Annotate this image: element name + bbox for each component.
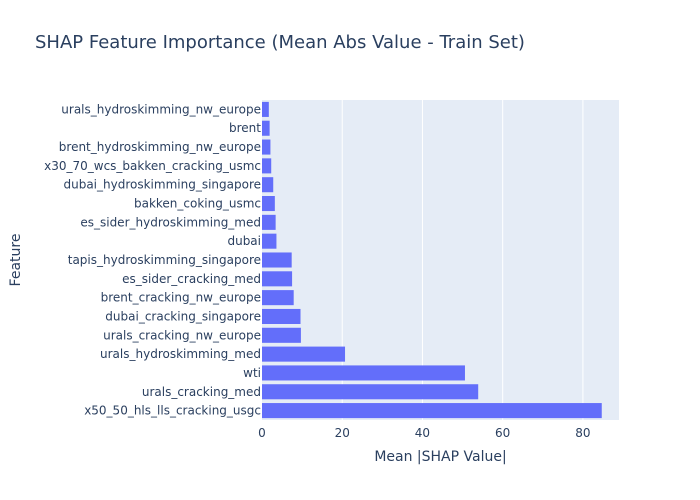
bar bbox=[262, 158, 272, 174]
x-tick-label: 40 bbox=[415, 426, 430, 440]
x-tick-label: 0 bbox=[258, 426, 266, 440]
x-tick-label: 20 bbox=[335, 426, 350, 440]
y-tick-label: wti bbox=[243, 366, 261, 380]
bar bbox=[262, 177, 274, 193]
y-tick-label: es_sider_cracking_med bbox=[122, 272, 261, 286]
x-tick-labels: 0 20 40 60 80 bbox=[258, 426, 590, 440]
y-tick-label: brent bbox=[229, 121, 261, 135]
bar bbox=[262, 139, 271, 155]
y-tick-label: brent_cracking_nw_europe bbox=[101, 291, 261, 305]
y-axis-title: Feature bbox=[8, 234, 24, 287]
bar bbox=[262, 346, 346, 362]
bar bbox=[262, 308, 301, 324]
bar bbox=[262, 327, 301, 343]
bar bbox=[262, 403, 602, 419]
y-tick-label: x30_70_wcs_bakken_cracking_usmc bbox=[44, 159, 261, 173]
bars bbox=[262, 101, 602, 419]
y-tick-label: dubai_hydroskimming_singapore bbox=[63, 178, 261, 192]
y-tick-label: es_sider_hydroskimming_med bbox=[80, 215, 261, 229]
bar bbox=[262, 196, 275, 212]
bar bbox=[262, 365, 465, 381]
y-tick-label: brent_hydroskimming_nw_europe bbox=[59, 140, 261, 154]
x-tick-label: 80 bbox=[575, 426, 590, 440]
x-axis-title: Mean |SHAP Value| bbox=[374, 449, 506, 465]
bar bbox=[262, 120, 270, 136]
y-tick-label: urals_hydroskimming_nw_europe bbox=[61, 102, 261, 116]
bar bbox=[262, 101, 269, 117]
y-tick-label: urals_cracking_med bbox=[142, 385, 261, 399]
chart-title: SHAP Feature Importance (Mean Abs Value … bbox=[35, 32, 525, 53]
bar bbox=[262, 271, 293, 287]
y-tick-label: dubai bbox=[227, 234, 261, 248]
x-tick-label: 60 bbox=[495, 426, 510, 440]
bar bbox=[262, 233, 277, 249]
bar bbox=[262, 252, 292, 268]
y-tick-label: bakken_coking_usmc bbox=[134, 197, 261, 211]
y-tick-label: dubai_cracking_singapore bbox=[105, 309, 261, 323]
y-tick-label: urals_cracking_nw_europe bbox=[103, 328, 261, 342]
y-tick-label: urals_hydroskimming_med bbox=[100, 347, 261, 361]
y-tick-label: x50_50_hls_lls_cracking_usgc bbox=[84, 404, 261, 418]
bar bbox=[262, 214, 276, 230]
bar bbox=[262, 290, 294, 306]
y-tick-label: tapis_hydroskimming_singapore bbox=[68, 253, 261, 267]
bar bbox=[262, 384, 479, 400]
